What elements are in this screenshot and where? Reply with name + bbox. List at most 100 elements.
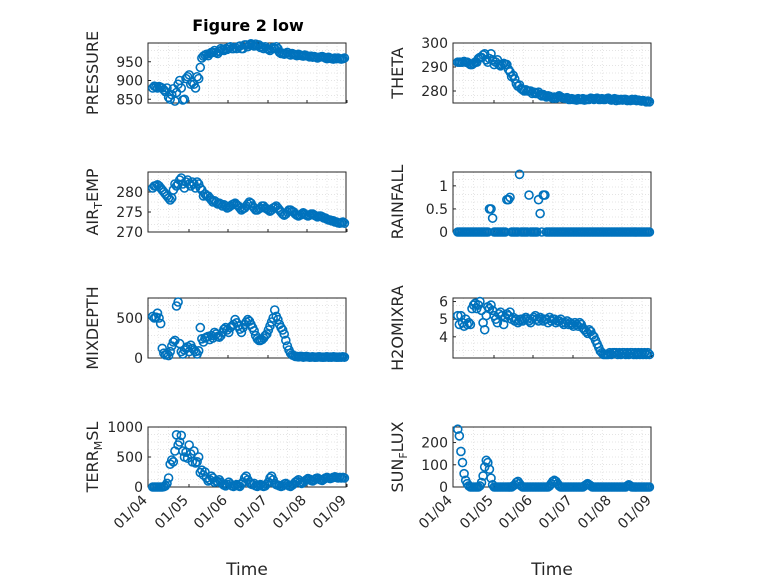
- axes-box: [452, 297, 652, 359]
- figure-title: Figure 2 low: [192, 16, 304, 35]
- data-point: [176, 83, 187, 93]
- y-axis-label: PRESSURE: [83, 31, 102, 115]
- y-axis-label: H2OMIXRA: [388, 285, 407, 371]
- data-point: [195, 62, 206, 73]
- data-point: [638, 349, 648, 360]
- data-point: [184, 440, 194, 450]
- data-point: [163, 473, 174, 483]
- y-tick-label: 280: [421, 84, 448, 100]
- data-point: [339, 473, 350, 483]
- data-point: [152, 308, 163, 319]
- x-tick-label: 01/04: [416, 492, 456, 532]
- data-point: [456, 446, 466, 457]
- data-point: [479, 324, 490, 335]
- y-tick-label: 0: [134, 480, 143, 496]
- data-point: [165, 346, 175, 357]
- data-point: [532, 227, 542, 237]
- data-point: [200, 467, 210, 477]
- data-point: [644, 97, 655, 107]
- data-point: [547, 476, 558, 487]
- data-point: [168, 337, 179, 347]
- data-point: [279, 329, 290, 339]
- x-tick-label: 01/07: [231, 493, 271, 533]
- y-tick-label: 1000: [107, 420, 143, 436]
- data-point: [452, 310, 463, 321]
- data-point: [497, 59, 507, 70]
- data-point: [462, 319, 473, 330]
- y-axis-label: MIXDEPTH: [83, 286, 102, 369]
- data-point: [503, 194, 514, 205]
- data-point: [155, 318, 166, 329]
- data-point: [486, 300, 496, 310]
- y-tick-label: 500: [116, 311, 143, 327]
- y-tick-label: 950: [116, 55, 143, 71]
- data-point: [505, 192, 515, 203]
- data-point: [273, 314, 283, 325]
- y-tick-label: 270: [116, 225, 143, 241]
- y-tick-label: 500: [116, 450, 143, 466]
- y-axis-label: TERRMSL: [83, 422, 105, 494]
- data-point: [190, 83, 201, 93]
- data-point: [644, 227, 655, 237]
- y-tick-label: 900: [116, 74, 143, 90]
- data-point: [479, 48, 490, 59]
- data-point: [168, 456, 179, 467]
- data-point: [176, 430, 187, 441]
- data-point: [162, 478, 172, 489]
- y-tick-label: 275: [116, 205, 143, 221]
- y-tick-label: 850: [116, 92, 143, 108]
- y-axis-label: RAINFALL: [388, 165, 407, 240]
- data-point: [338, 217, 348, 227]
- data-point: [208, 47, 218, 58]
- data-point: [179, 94, 190, 105]
- data-point: [481, 455, 492, 466]
- data-point: [452, 424, 463, 435]
- x-tick-label: 01/07: [536, 493, 576, 533]
- x-axis-label: Time: [530, 560, 573, 580]
- data-point: [195, 183, 206, 193]
- y-tick-label: 100: [421, 458, 448, 474]
- x-tick-label: 01/05: [457, 493, 497, 533]
- data-point: [476, 477, 487, 488]
- data-point: [540, 190, 550, 200]
- data-point: [454, 431, 465, 441]
- data-point: [163, 193, 174, 203]
- x-tick-label: 01/06: [496, 492, 536, 532]
- y-tick-label: 280: [116, 185, 143, 201]
- data-point: [514, 169, 525, 180]
- subplot-mixdepth: 0 500 MIXDEPTH: [83, 286, 350, 370]
- data-point: [195, 322, 206, 333]
- data-point: [198, 191, 209, 201]
- subplot-air_t_emp: 270 275 280 AIRTEMP: [83, 168, 350, 241]
- data-point: [465, 319, 476, 330]
- data-point: [643, 347, 653, 358]
- data-point: [154, 313, 164, 323]
- data-point: [339, 218, 350, 228]
- axes-box: [147, 171, 347, 233]
- x-tick-label: 01/05: [152, 493, 192, 533]
- data-point: [639, 347, 650, 358]
- data-point: [486, 48, 496, 59]
- x-tick-label: 01/06: [191, 492, 231, 532]
- data-point: [475, 296, 485, 307]
- y-axis-label: AIRTEMP: [83, 168, 105, 235]
- data-point: [192, 456, 202, 467]
- data-point: [484, 464, 495, 475]
- data-point: [166, 455, 177, 465]
- data-point: [151, 82, 161, 92]
- x-tick-label: 01/08: [270, 493, 310, 533]
- subplot-rainfall: 0 0.5 1 RAINFALL: [388, 165, 655, 241]
- y-axis-label: THETA: [388, 47, 407, 99]
- data-point: [249, 325, 259, 336]
- axes-box: [452, 42, 652, 104]
- data-point: [459, 468, 469, 479]
- subplot-theta: 280 290 300 THETA: [388, 36, 655, 107]
- data-point: [486, 473, 496, 483]
- data-point: [644, 349, 655, 360]
- data-point: [193, 345, 204, 356]
- data-point: [193, 452, 204, 462]
- data-point: [162, 83, 172, 93]
- y-tick-label: 6: [439, 295, 448, 311]
